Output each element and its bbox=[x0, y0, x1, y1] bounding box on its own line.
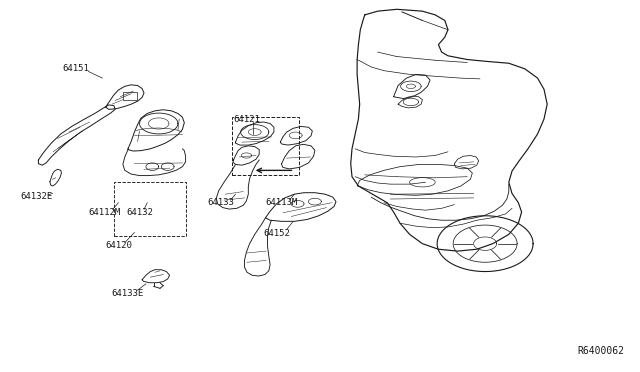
Bar bbox=[114, 182, 186, 236]
Text: 64120: 64120 bbox=[105, 241, 132, 250]
Text: 64121: 64121 bbox=[233, 115, 260, 124]
Text: 64112M: 64112M bbox=[89, 208, 121, 217]
Text: 64113M: 64113M bbox=[266, 198, 298, 207]
Text: 64152: 64152 bbox=[263, 229, 290, 238]
Text: 64132: 64132 bbox=[126, 208, 153, 217]
Text: 64151: 64151 bbox=[62, 64, 89, 73]
Text: 64133E: 64133E bbox=[112, 289, 144, 298]
Text: 64133: 64133 bbox=[207, 198, 234, 207]
Bar bbox=[123, 92, 137, 100]
Text: R6400062: R6400062 bbox=[577, 346, 624, 356]
Bar bbox=[232, 117, 299, 175]
Text: 64132E: 64132E bbox=[20, 192, 52, 201]
